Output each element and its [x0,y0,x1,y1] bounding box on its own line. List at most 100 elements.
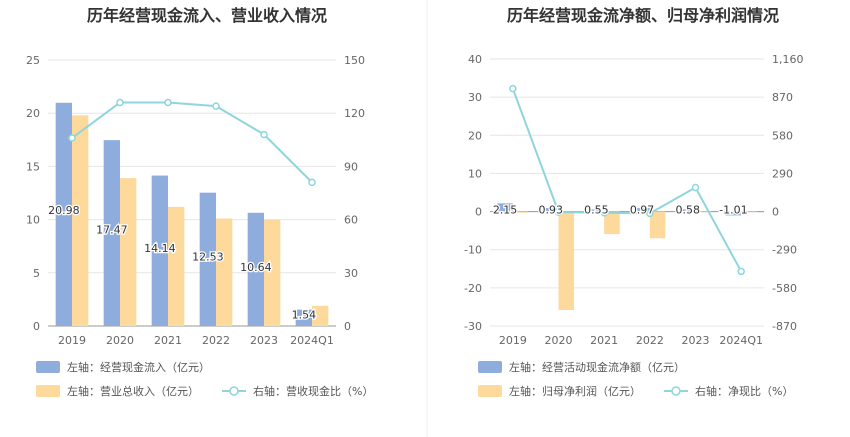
legend-swatch [36,385,60,397]
left-axis-tick-label: 20 [26,107,40,120]
bar [558,211,575,310]
legend-marker [229,386,239,396]
x-axis-tick-label: 2020 [106,334,134,347]
bar [542,208,559,212]
line-point [646,209,654,218]
left-axis-tick-label: 30 [468,91,482,104]
chart-title: 历年经营现金流入、营业收入情况 [87,6,327,25]
left-axis-tick-label: 10 [26,214,40,227]
data-label: 0.97 [630,204,655,217]
bar [312,305,329,326]
right-axis-tick-label: 0 [772,206,779,219]
x-axis-tick-label: 2021 [154,334,182,347]
left-axis-tick-label: 0 [475,206,482,219]
right-axis-tick-label: 580 [772,129,793,142]
legend-marker [671,386,681,396]
left-axis-tick-label: -30 [464,320,482,333]
bar [725,211,742,216]
line-series [71,101,313,184]
x-axis-tick-label: 2019 [58,334,86,347]
bar [264,219,281,326]
x-axis-tick-label: 2023 [250,334,278,347]
x-axis-tick-label: 2021 [590,334,618,347]
right-axis-tick-label: 870 [772,91,793,104]
chart-cash-inflow-revenue: 历年经营现金流入、营业收入情况 0 5 10 15 20 25 0 30 60 90 120 150 20… [26,6,373,398]
legend-swatch [478,385,502,397]
left-axis-tick-label: 10 [468,167,482,180]
line-point [554,208,563,216]
line-point [212,102,220,110]
chart-title: 历年经营现金流净额、归母净利润情况 [507,6,779,25]
data-label: 2.15 [493,204,518,217]
data-label: 0.93 [538,204,563,217]
bar [695,211,712,213]
line-point [68,134,76,142]
data-label: 10.64 [240,261,272,274]
left-axis-tick-label: -20 [464,282,482,295]
legend-label: 左轴：归母净利润（亿元） [509,384,641,398]
legend-label: 右轴：净现比（%） [695,384,793,398]
left-axis-tick-label: 25 [26,54,40,67]
line-series [511,88,743,272]
legend-label: 左轴：经营现金流入（亿元） [67,360,210,374]
x-axis-tick-label: 2024Q1 [290,334,334,347]
line-point [691,183,700,192]
right-axis-tick-label: 150 [344,54,365,67]
bar [103,140,120,326]
x-axis-tick-label: 2019 [499,334,527,347]
bar [634,207,650,212]
left-axis-tick-label: -10 [464,244,482,257]
right-axis-tick-label: -870 [772,320,797,333]
data-label: 14.14 [144,242,176,255]
x-axis-tick-label: 2023 [682,334,710,347]
bar [512,211,529,213]
right-axis-tick-label: 60 [344,214,358,227]
bar [679,209,696,212]
right-axis-tick-label: 90 [344,160,358,173]
right-axis-tick-label: 120 [344,107,365,120]
data-label: 0.58 [675,204,700,217]
line-point [260,130,268,139]
line-point [308,178,316,187]
bar [295,309,312,326]
legend-label: 左轴：经营活动现金流净额（亿元） [509,360,685,374]
line-point [509,84,517,93]
left-axis-tick-label: 20 [468,129,482,142]
bar [649,211,666,239]
left-axis-tick-label: 5 [33,267,40,280]
right-axis-tick-label: 0 [344,320,351,333]
x-axis-tick-label: 2024Q1 [719,334,763,347]
line-point [164,98,172,107]
legend-label: 左轴：营业总收入（亿元） [67,384,199,398]
data-label: 1.54 [292,309,317,322]
x-axis-tick-label: 2020 [545,334,573,347]
bar [151,175,168,326]
bar [120,178,137,326]
right-axis-tick-label: 1,160 [772,53,804,66]
left-axis-tick-label: 15 [26,160,40,173]
bar [216,218,233,326]
data-label: 12.53 [192,251,224,264]
bar [72,115,89,326]
line-point [737,267,745,276]
data-label: 20.98 [48,204,80,217]
bar [168,206,185,326]
bar [604,211,620,235]
bar [741,211,757,213]
right-axis-tick-label: 290 [772,167,793,180]
legend-swatch [478,361,502,373]
left-axis-tick-label: 40 [468,53,482,66]
bar [55,102,72,326]
data-label: 17.47 [96,223,128,236]
legend-swatch [36,361,60,373]
bar [199,192,216,326]
bar [588,209,605,212]
data-label: 0.55 [584,204,609,217]
x-axis-tick-label: 2022 [636,334,664,347]
right-axis-tick-label: 30 [344,267,358,280]
bar [497,203,513,212]
line-point [116,98,124,107]
right-axis-tick-label: -580 [772,282,797,295]
chart-net-cashflow-profit: 历年经营现金流净额、归母净利润情况 -30 -20 -10 0 10 20 30 40 -870 -… [464,6,803,398]
